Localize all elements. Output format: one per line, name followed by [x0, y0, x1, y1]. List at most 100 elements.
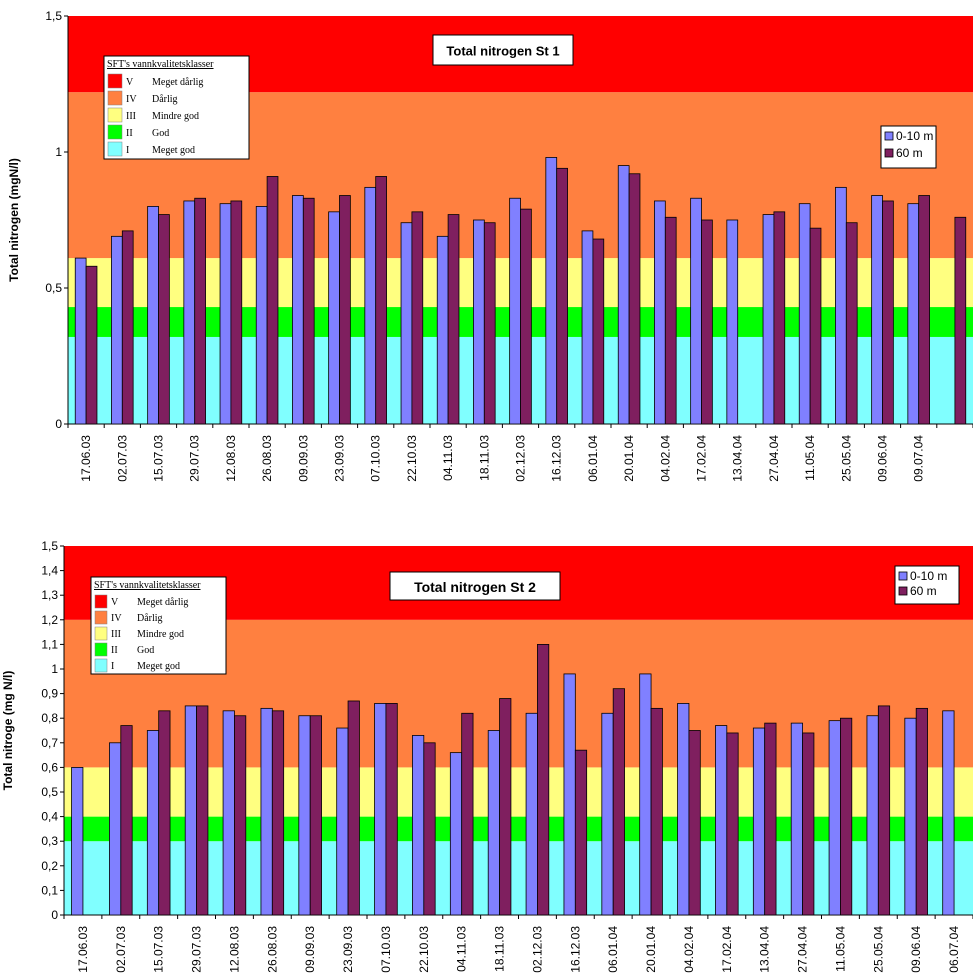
y-tick-label: 0: [51, 908, 58, 922]
quality-class-code: II: [111, 645, 118, 656]
x-tick-label: 29.07.03: [190, 926, 204, 973]
bar-60m: [915, 707, 928, 916]
bar-0-10m: [942, 710, 955, 916]
x-tick-label: 15.07.03: [152, 435, 166, 482]
x-tick-label: 16.12.03: [568, 926, 582, 973]
bar-60m: [773, 211, 786, 425]
bar-0-10m: [798, 203, 811, 425]
x-tick-label: 13.04.04: [731, 435, 745, 482]
quality-class-title: SFT's vannkvalitetsklasser: [94, 580, 201, 591]
legend-label: 0-10 m: [896, 129, 933, 143]
chart-title-box: [432, 34, 574, 66]
bar-60m: [688, 730, 701, 916]
x-tick-label: 09.07.04: [912, 435, 926, 482]
bar-0-10m: [762, 214, 775, 425]
bar-60m: [877, 705, 891, 916]
x-tick-label: 18.11.03: [477, 435, 491, 481]
bar-60m: [954, 216, 967, 425]
chart-title: Total nitrogen St 1: [446, 44, 559, 59]
bar-0-10m: [639, 673, 652, 916]
y-tick-label: 0,8: [41, 711, 58, 725]
y-axis-label: Total nitrogen (mgN/l): [7, 158, 21, 282]
bar-0-10m: [487, 730, 500, 916]
y-tick-label: 0: [55, 417, 62, 431]
bar-60m: [230, 200, 243, 425]
quality-class-swatch: [107, 107, 123, 123]
quality-class-label: Meget dårlig: [137, 597, 188, 608]
bar-60m: [664, 216, 677, 425]
bar-0-10m: [400, 222, 413, 425]
bar-60m: [592, 238, 605, 425]
bar-0-10m: [147, 205, 159, 425]
bar-0-10m: [412, 735, 425, 916]
bar-60m: [483, 222, 496, 425]
bar-60m: [266, 176, 279, 425]
legend-swatch: [898, 586, 908, 596]
bar-60m: [882, 200, 894, 425]
quality-class-code: I: [111, 661, 114, 672]
bar-0-10m: [219, 203, 232, 425]
quality-class-code: V: [126, 77, 134, 88]
bar-0-10m: [835, 186, 847, 425]
quality-class-legend: [90, 576, 227, 675]
quality-class-code: V: [111, 597, 119, 608]
bar-0-10m: [545, 157, 558, 425]
bar-0-10m: [752, 727, 766, 916]
bar-60m: [85, 265, 98, 425]
bar-60m: [556, 167, 568, 425]
bar-60m: [339, 195, 351, 425]
x-tick-label: 02.07.03: [114, 926, 128, 973]
quality-class-label: Mindre god: [137, 629, 184, 640]
y-tick-label: 1,5: [45, 9, 62, 23]
x-tick-label: 02.12.03: [530, 926, 544, 973]
quality-class-swatch: [107, 141, 123, 157]
bar-0-10m: [677, 703, 690, 916]
x-tick-label: 17.02.04: [720, 926, 734, 973]
x-tick-label: 18.11.03: [493, 926, 507, 972]
x-tick-label: 06.01.04: [586, 435, 600, 482]
quality-class-label: Dårlig: [137, 613, 163, 624]
bar-60m: [918, 195, 930, 425]
quality-class-code: IV: [111, 613, 122, 624]
bar-0-10m: [184, 705, 197, 916]
x-tick-label: 13.04.04: [758, 926, 772, 973]
x-tick-label: 22.10.03: [405, 435, 419, 482]
bar-0-10m: [449, 752, 463, 916]
x-tick-label: 04.02.04: [682, 926, 696, 973]
y-tick-label: 0,5: [45, 281, 62, 295]
quality-class-code: I: [126, 145, 129, 156]
y-tick-label: 0,4: [41, 810, 58, 824]
x-tick-label: 23.09.03: [333, 435, 347, 482]
y-tick-label: 1,2: [41, 613, 58, 627]
x-tick-label: 25.05.04: [839, 435, 853, 482]
quality-class-label: Meget dårlig: [152, 77, 203, 88]
bar-0-10m: [871, 195, 883, 425]
bar-60m: [158, 214, 170, 425]
bar-60m: [701, 219, 713, 425]
bar-60m: [121, 230, 134, 425]
x-tick-label: 26.08.03: [260, 435, 274, 482]
bar-0-10m: [690, 197, 702, 425]
y-tick-label: 1: [51, 662, 58, 676]
quality-class-swatch: [94, 642, 108, 657]
y-tick-label: 0,7: [41, 736, 58, 750]
quality-class-swatch: [107, 73, 123, 89]
x-tick-label: 11.05.04: [833, 926, 847, 972]
x-tick-label: 11.05.04: [803, 435, 817, 481]
quality-band-I: [64, 841, 973, 915]
y-tick-label: 1,4: [41, 564, 58, 578]
bar-0-10m: [509, 197, 521, 425]
x-tick-label: 20.01.04: [644, 926, 658, 973]
y-tick-label: 1: [55, 145, 62, 159]
x-tick-label: 16.12.03: [550, 435, 564, 482]
bar-60m: [845, 222, 858, 425]
chart-title-box: [389, 571, 561, 601]
bar-0-10m: [525, 712, 538, 916]
x-tick-label: 15.07.03: [152, 926, 166, 973]
x-tick-label: 12.08.03: [227, 926, 241, 973]
quality-class-code: III: [111, 629, 121, 640]
quality-class-swatch: [94, 658, 108, 673]
bar-60m: [461, 712, 474, 916]
bar-0-10m: [601, 712, 614, 916]
